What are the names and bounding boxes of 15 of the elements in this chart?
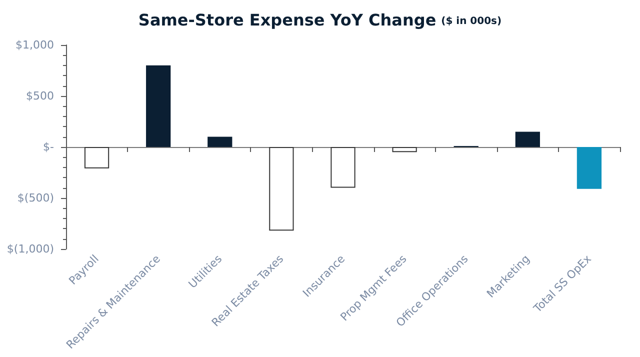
bar — [330, 147, 356, 188]
y-tick-label: $(1,000) — [6, 242, 54, 256]
y-tick-label: $- — [43, 140, 54, 154]
bar — [576, 147, 602, 189]
bar — [269, 147, 294, 231]
bar — [392, 147, 417, 152]
bar — [208, 136, 232, 147]
y-tick-label: $(500) — [17, 192, 54, 204]
y-tick-label: $500 — [26, 90, 54, 102]
bar — [146, 65, 171, 147]
bar — [515, 132, 540, 147]
y-tick-label: $1,000 — [16, 38, 54, 52]
bar — [84, 147, 110, 168]
chart-subtitle: ($ in 000s) — [441, 16, 502, 27]
chart-title: Same-Store Expense YoY Change — [138, 10, 436, 30]
